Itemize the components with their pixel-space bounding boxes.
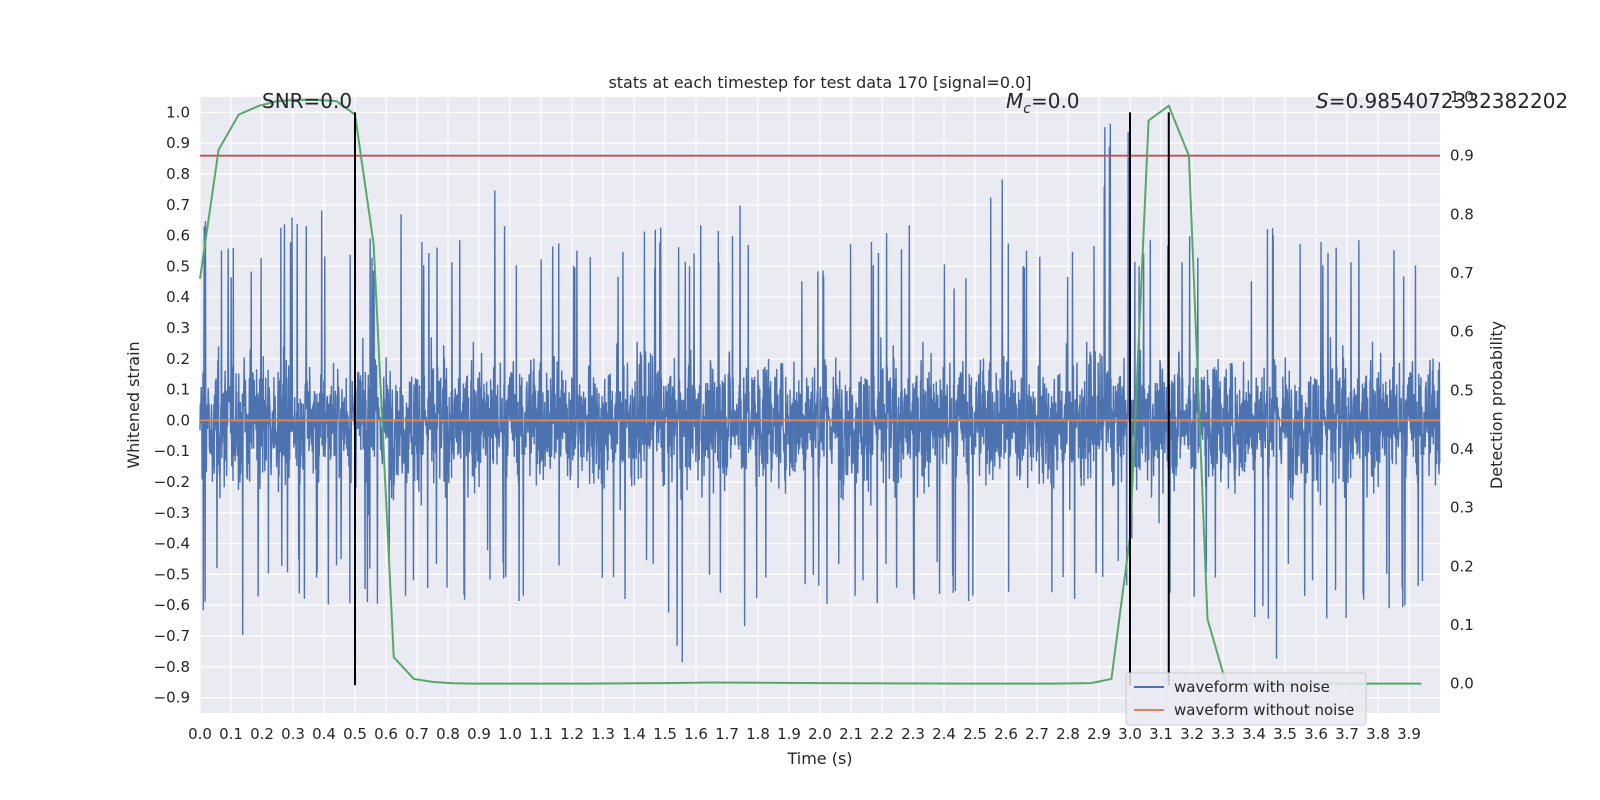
y-tick-label: 1.0 bbox=[166, 103, 190, 121]
x-axis: 0.0 0.1 0.2 0.3 0.4 0.5 0.6 0.7 0.8 0.9 1.0 1.1 1.2 1… bbox=[188, 725, 1421, 743]
y-tick-label: 0.1 bbox=[166, 381, 190, 399]
legend-box bbox=[1125, 672, 1367, 726]
annotation-mc-base: M bbox=[1006, 89, 1023, 113]
x-tick-label: 2.1 bbox=[839, 725, 863, 743]
y-tick-label: 0.6 bbox=[166, 227, 190, 245]
x-tick-label: 1.1 bbox=[529, 725, 553, 743]
y-tick-label: −0.8 bbox=[154, 658, 190, 676]
x-tick-label: 2.3 bbox=[901, 725, 925, 743]
annotation-mc: Mc=0.0 bbox=[1006, 89, 1080, 117]
y2-tick-label: 0.5 bbox=[1450, 381, 1474, 399]
x-tick-label: 2.0 bbox=[808, 725, 832, 743]
x-tick-label: 3.1 bbox=[1149, 725, 1173, 743]
x-tick-label: 3.9 bbox=[1397, 725, 1421, 743]
y2-tick-label: 0.6 bbox=[1450, 323, 1474, 341]
y-tick-label: −0.9 bbox=[154, 689, 190, 707]
chart-title: stats at each timestep for test data 170… bbox=[608, 73, 1031, 92]
annotation-mc-sub: c bbox=[1023, 101, 1031, 117]
legend: waveform with noise waveform without noi… bbox=[1125, 672, 1367, 726]
x-tick-label: 0.1 bbox=[219, 725, 243, 743]
y-tick-label: −0.1 bbox=[154, 442, 190, 460]
x-tick-label: 0.5 bbox=[343, 725, 367, 743]
x-tick-label: 3.2 bbox=[1180, 725, 1204, 743]
y-tick-label: 0.0 bbox=[166, 411, 190, 429]
x-tick-label: 3.4 bbox=[1242, 725, 1266, 743]
x-tick-label: 1.0 bbox=[498, 725, 522, 743]
annotation-snr: SNR=0.0 bbox=[262, 89, 352, 113]
annotation-s-symbol: S bbox=[1316, 89, 1329, 113]
x-tick-label: 2.8 bbox=[1056, 725, 1080, 743]
y-tick-label: −0.5 bbox=[154, 565, 190, 583]
x-tick-label: 0.6 bbox=[374, 725, 398, 743]
annotation-mc-rest: =0.0 bbox=[1031, 89, 1080, 113]
annotation-s-value: =0.9854072332382202 bbox=[1329, 89, 1568, 113]
series-waveform-with-noise bbox=[199, 123, 1441, 663]
x-tick-label: 3.0 bbox=[1118, 725, 1142, 743]
y-axis-title: Whitened strain bbox=[124, 341, 143, 468]
y2-tick-label: 0.4 bbox=[1450, 440, 1474, 458]
y2-axis-title: Detection probability bbox=[1487, 321, 1506, 489]
y2-tick-label: 0.1 bbox=[1450, 616, 1474, 634]
x-tick-label: 0.7 bbox=[405, 725, 429, 743]
y2-tick-label: 0.8 bbox=[1450, 205, 1474, 223]
probability-line bbox=[199, 98, 1422, 685]
x-tick-label: 2.6 bbox=[994, 725, 1018, 743]
x-tick-label: 2.5 bbox=[963, 725, 987, 743]
y-tick-label: −0.3 bbox=[154, 504, 190, 522]
x-tick-label: 1.4 bbox=[622, 725, 646, 743]
series-detection-probability bbox=[199, 98, 1422, 685]
y-axis-left: −0.9 −0.8 −0.7 −0.6 −0.5 −0.4 −0.3 −0.2 −0.1 0.0 0… bbox=[154, 103, 190, 706]
noise-line bbox=[199, 123, 1441, 663]
x-tick-label: 3.3 bbox=[1211, 725, 1235, 743]
y-tick-label: −0.4 bbox=[154, 535, 190, 553]
x-tick-label: 1.8 bbox=[746, 725, 770, 743]
x-tick-label: 2.7 bbox=[1025, 725, 1049, 743]
x-tick-label: 0.4 bbox=[312, 725, 336, 743]
y2-tick-label: 1.0 bbox=[1450, 88, 1474, 106]
y-tick-label: −0.7 bbox=[154, 627, 190, 645]
y-tick-label: 0.3 bbox=[166, 319, 190, 337]
x-tick-label: 1.6 bbox=[684, 725, 708, 743]
y-axis-right: 0.0 0.1 0.2 0.3 0.4 0.5 0.6 0.7 0.8 0.9 1.0 bbox=[1450, 88, 1474, 693]
x-tick-label: 0.9 bbox=[467, 725, 491, 743]
y-tick-label: 0.8 bbox=[166, 165, 190, 183]
vertical-markers bbox=[354, 112, 1170, 686]
x-tick-label: 3.8 bbox=[1366, 725, 1390, 743]
x-tick-label: 0.3 bbox=[281, 725, 305, 743]
x-tick-label: 2.2 bbox=[870, 725, 894, 743]
y-tick-label: −0.2 bbox=[154, 473, 190, 491]
y-tick-label: −0.6 bbox=[154, 596, 190, 614]
legend-label-noise: waveform with noise bbox=[1174, 678, 1330, 696]
x-tick-label: 3.7 bbox=[1335, 725, 1359, 743]
y2-tick-label: 0.3 bbox=[1450, 499, 1474, 517]
y2-tick-label: 0.7 bbox=[1450, 264, 1474, 282]
x-tick-label: 1.5 bbox=[653, 725, 677, 743]
x-tick-label: 0.2 bbox=[250, 725, 274, 743]
y-tick-label: 0.2 bbox=[166, 350, 190, 368]
x-tick-label: 1.3 bbox=[591, 725, 615, 743]
x-tick-label: 1.7 bbox=[715, 725, 739, 743]
x-tick-label: 2.9 bbox=[1087, 725, 1111, 743]
x-tick-label: 3.5 bbox=[1273, 725, 1297, 743]
x-tick-label: 2.4 bbox=[932, 725, 956, 743]
x-tick-label: 1.2 bbox=[560, 725, 584, 743]
y2-tick-label: 0.9 bbox=[1450, 147, 1474, 165]
y2-tick-label: 0.0 bbox=[1450, 675, 1474, 693]
y-tick-label: 0.7 bbox=[166, 196, 190, 214]
y-tick-label: 0.4 bbox=[166, 288, 190, 306]
legend-label-flat: waveform without noise bbox=[1174, 701, 1354, 719]
y-tick-label: 0.5 bbox=[166, 257, 190, 275]
y2-tick-label: 0.2 bbox=[1450, 557, 1474, 575]
x-tick-label: 0.8 bbox=[436, 725, 460, 743]
x-axis-title: Time (s) bbox=[786, 749, 852, 768]
x-tick-label: 1.9 bbox=[777, 725, 801, 743]
x-tick-label: 3.6 bbox=[1304, 725, 1328, 743]
annotation-s: S=0.9854072332382202 bbox=[1316, 89, 1568, 113]
y-tick-label: 0.9 bbox=[166, 134, 190, 152]
x-tick-label: 0.0 bbox=[188, 725, 212, 743]
